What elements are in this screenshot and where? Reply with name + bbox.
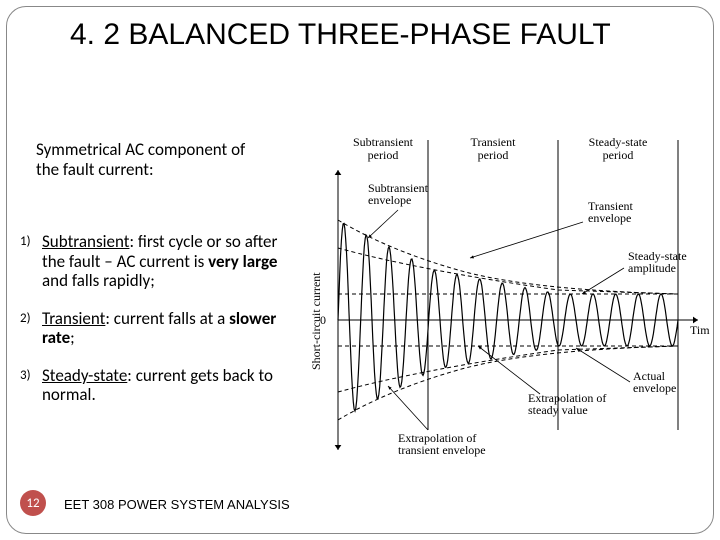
- svg-text:Subtransient: Subtransient: [353, 135, 414, 149]
- svg-text:envelope: envelope: [588, 211, 631, 225]
- list-item: 3) Steady-state: current gets back to no…: [20, 366, 290, 405]
- svg-text:envelope: envelope: [368, 193, 411, 207]
- subtitle: Symmetrical AC component of the fault cu…: [36, 140, 266, 179]
- svg-text:transient envelope: transient envelope: [398, 443, 486, 457]
- svg-text:period: period: [368, 148, 399, 162]
- list-body: Steady-state: current gets back to norma…: [42, 366, 290, 405]
- fault-current-diagram: SubtransientperiodTransientperiodSteady-…: [298, 130, 710, 480]
- svg-text:amplitude: amplitude: [628, 261, 676, 275]
- definition-list: 1) Subtransient: first cycle or so after…: [20, 232, 290, 423]
- svg-text:Short-circuit current: Short-circuit current: [309, 272, 323, 370]
- list-item: 2) Transient: current falls at a slower …: [20, 309, 290, 348]
- footer-text: EET 308 POWER SYSTEM ANALYSIS: [64, 497, 290, 512]
- svg-text:Time: Time: [690, 323, 710, 337]
- list-body: Subtransient: first cycle or so after th…: [42, 232, 290, 291]
- page-number-badge: 12: [20, 490, 46, 516]
- list-number: 1): [20, 232, 42, 291]
- svg-text:period: period: [603, 148, 634, 162]
- list-number: 2): [20, 309, 42, 348]
- list-body: Transient: current falls at a slower rat…: [42, 309, 290, 348]
- slide-title: 4. 2 BALANCED THREE-PHASE FAULT: [70, 18, 690, 53]
- list-number: 3): [20, 366, 42, 405]
- svg-text:envelope: envelope: [633, 381, 676, 395]
- svg-text:steady value: steady value: [528, 403, 588, 417]
- svg-text:Transient: Transient: [471, 135, 517, 149]
- svg-text:Steady-state: Steady-state: [589, 135, 648, 149]
- svg-text:period: period: [478, 148, 509, 162]
- list-item: 1) Subtransient: first cycle or so after…: [20, 232, 290, 291]
